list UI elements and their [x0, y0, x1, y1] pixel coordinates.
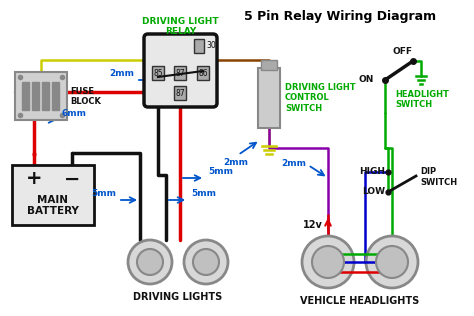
Text: 6mm: 6mm [62, 109, 87, 118]
Text: VEHICLE HEADLIGHTS: VEHICLE HEADLIGHTS [301, 296, 419, 306]
Text: −: − [64, 169, 80, 189]
Bar [174, 86, 186, 100]
Text: FUSE: FUSE [70, 88, 94, 96]
Text: 5mm: 5mm [208, 167, 233, 176]
FancyBboxPatch shape [144, 34, 217, 107]
Text: 2mm: 2mm [109, 69, 134, 78]
Bar [152, 66, 164, 80]
Text: 85: 85 [153, 69, 163, 77]
Bar [197, 66, 209, 80]
Bar [32, 82, 39, 110]
Text: +: + [26, 169, 42, 189]
Text: 87: 87 [175, 69, 185, 77]
Circle shape [302, 236, 354, 288]
Bar [194, 39, 204, 53]
Text: OFF: OFF [393, 47, 413, 56]
Bar [174, 66, 186, 80]
Text: DIP
SWITCH: DIP SWITCH [420, 167, 457, 187]
Bar [15, 72, 67, 120]
Circle shape [376, 246, 408, 278]
Text: 5 Pin Relay Wiring Diagram: 5 Pin Relay Wiring Diagram [244, 10, 436, 23]
Circle shape [312, 246, 344, 278]
Circle shape [128, 240, 172, 284]
Text: 5mm: 5mm [91, 189, 116, 198]
Bar [261, 60, 277, 70]
Text: HEADLIGHT
SWITCH: HEADLIGHT SWITCH [395, 90, 449, 109]
Text: BATTERY: BATTERY [27, 206, 79, 216]
Text: BLOCK: BLOCK [70, 98, 101, 106]
Bar [42, 82, 49, 110]
Circle shape [137, 249, 163, 275]
Text: LOW: LOW [362, 187, 385, 197]
Text: MAIN: MAIN [37, 195, 69, 205]
Text: 12v: 12v [303, 220, 323, 230]
Text: ON: ON [359, 76, 374, 84]
Text: 30: 30 [206, 41, 216, 51]
Circle shape [193, 249, 219, 275]
Bar [12, 165, 94, 225]
Text: 5mm: 5mm [191, 189, 216, 198]
Bar [22, 82, 29, 110]
Text: 2mm: 2mm [281, 159, 306, 167]
Bar [258, 68, 280, 128]
Text: DRIVING LIGHT
CONTROL
SWITCH: DRIVING LIGHT CONTROL SWITCH [285, 83, 356, 113]
Text: 2mm: 2mm [224, 158, 248, 167]
Text: DRIVING LIGHTS: DRIVING LIGHTS [133, 292, 223, 302]
Bar [52, 82, 59, 110]
Circle shape [184, 240, 228, 284]
Text: 86: 86 [198, 69, 208, 77]
Circle shape [366, 236, 418, 288]
Text: 87: 87 [175, 88, 185, 98]
Text: DRIVING LIGHT
RELAY: DRIVING LIGHT RELAY [142, 17, 219, 36]
Text: HIGH: HIGH [359, 167, 385, 177]
